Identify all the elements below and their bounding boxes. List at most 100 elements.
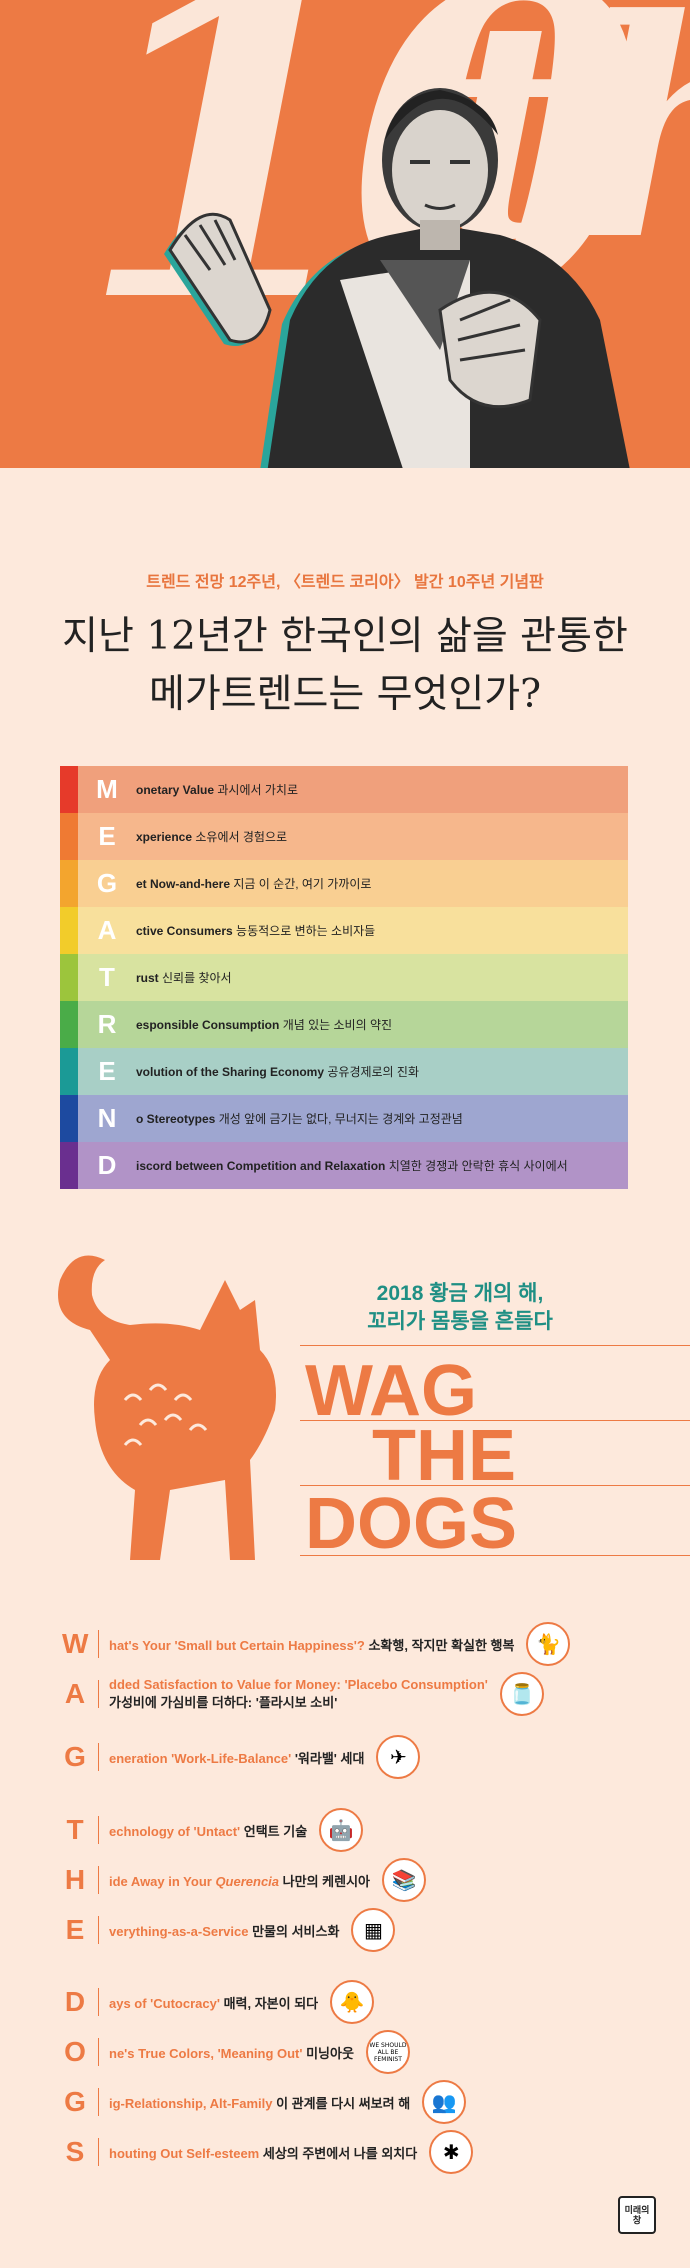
- megatrend-korean: 능동적으로 변하는 소비자들: [236, 924, 376, 938]
- color-marker: [60, 860, 78, 907]
- megatrend-korean: 공유경제로의 진화: [327, 1065, 420, 1079]
- trend-english: ig-Relationship, Alt-Family: [109, 2095, 273, 2111]
- trend-text: houting Out Self-esteem 세상의 주변에서 나를 외치다: [109, 2143, 417, 2162]
- cat-icon: 🐈: [526, 1622, 571, 1666]
- megatrend-text: volution of the Sharing Economy 공유경제로의 진…: [136, 1063, 419, 1080]
- trend-korean: 만물의 서비스화: [252, 1923, 340, 1939]
- trend-korean: 이 관계를 다시 써보려 해: [276, 2095, 411, 2111]
- trend-letter: W: [62, 1628, 89, 1659]
- jar-icon: 🫙: [499, 1672, 544, 1716]
- color-marker: [60, 813, 78, 860]
- divider: [300, 1345, 690, 1346]
- trend-letter: E: [65, 1914, 85, 1945]
- hero-banner: 10 th: [0, 0, 690, 468]
- publisher-logo: 미래의 창: [618, 2196, 656, 2234]
- trend-english: ays of 'Cutocracy': [109, 1995, 220, 2011]
- star-icon: ✱: [429, 2130, 474, 2174]
- trend-text: dded Satisfaction to Value for Money: 'P…: [109, 1677, 488, 1711]
- color-marker: [60, 766, 78, 813]
- trend-english: houting Out Self-esteem: [109, 2145, 260, 2161]
- trend-english: verything-as-a-Service: [109, 1923, 249, 1939]
- megatrend-letter: E: [98, 1056, 116, 1086]
- separator: [98, 1866, 99, 1894]
- megatrend-text: iscord between Competition and Relaxatio…: [136, 1157, 568, 1174]
- megatrend-korean: 지금 이 순간, 여기 가까이로: [233, 877, 372, 891]
- trend-text: hat's Your 'Small but Certain Happiness'…: [109, 1635, 514, 1654]
- separator: [98, 2038, 99, 2066]
- trend-text: echnology of 'Untact' 언택트 기술: [109, 1821, 307, 1840]
- wag-title-3: DOGS: [305, 1484, 518, 1564]
- logo-line-1: 미래의: [624, 2205, 650, 2215]
- divider: [300, 1420, 690, 1421]
- subtitle: 트렌드 전망 12주년, 〈트렌드 코리아〉 발간 10주년 기념판: [146, 574, 544, 591]
- megatrend-letter: D: [97, 1150, 117, 1180]
- separator: [98, 1916, 99, 1944]
- megatrend-letter: A: [97, 915, 117, 945]
- trend-text: ig-Relationship, Alt-Family 이 관계를 다시 써보려…: [109, 2093, 410, 2112]
- color-marker: [60, 1095, 78, 1142]
- robot-icon: 🤖: [319, 1808, 364, 1852]
- megatrend-korean: 치열한 경쟁과 안락한 휴식 사이에서: [388, 1159, 568, 1173]
- wag-title-2: THE: [372, 1416, 516, 1496]
- paper-plane-icon: ✈: [376, 1735, 421, 1779]
- megatrend-korean: 소유에서 경험으로: [195, 830, 288, 844]
- trend-text: eneration 'Work-Life-Balance' '워라밸' 세대: [109, 1748, 364, 1767]
- megatrend-english: volution of the Sharing Economy: [136, 1065, 325, 1079]
- megatrend-english: o Stereotypes: [136, 1112, 216, 1126]
- color-marker: [60, 1001, 78, 1048]
- trend-korean: 세상의 주변에서 나를 외치다: [262, 2145, 418, 2161]
- separator: [98, 2138, 99, 2166]
- color-marker: [60, 907, 78, 954]
- megatrend-korean: 과시에서 가치로: [217, 783, 299, 797]
- trend-text: ays of 'Cutocracy' 매력, 자본이 되다: [109, 1993, 318, 2012]
- megatrend-english: iscord between Competition and Relaxatio…: [136, 1159, 386, 1173]
- separator: [98, 1816, 99, 1844]
- megatrend-text: esponsible Consumption 개념 있는 소비의 약진: [136, 1016, 392, 1033]
- trend-korean: '워라밸' 세대: [294, 1750, 365, 1766]
- megatrend-english: et Now-and-here: [136, 877, 231, 891]
- trend-letter: S: [65, 2136, 85, 2167]
- chick-icon: 🐥: [330, 1980, 375, 2024]
- dogs-subtitle-line-1: 2018 황금 개의 해,: [376, 1282, 544, 1305]
- trend-english: ne's True Colors, 'Meaning Out': [109, 2045, 303, 2061]
- separator: [98, 1630, 99, 1658]
- megatrend-text: ctive Consumers 능동적으로 변하는 소비자들: [136, 922, 375, 939]
- megatrend-text: o Stereotypes 개성 앞에 금기는 없다, 무너지는 경계와 고정관…: [136, 1110, 463, 1127]
- megatrend-english: rust: [136, 971, 159, 985]
- trend-text: verything-as-a-Service 만물의 서비스화: [109, 1921, 339, 1940]
- megatrend-letter: G: [96, 868, 118, 898]
- people-icon: 👥: [422, 2080, 467, 2124]
- megatrend-text: et Now-and-here 지금 이 순간, 여기 가까이로: [136, 875, 371, 892]
- divider: [300, 1485, 690, 1486]
- wag-title-1: WAG: [305, 1351, 477, 1431]
- headline-line-1: 지난 12년간 한국인의 삶을 관통한: [62, 614, 628, 659]
- logo-line-2: 창: [632, 2215, 642, 2225]
- megatrend-english: xperience: [136, 830, 193, 844]
- trend-english: echnology of 'Untact': [109, 1823, 241, 1839]
- color-marker: [60, 1142, 78, 1189]
- megatrend-english: esponsible Consumption: [136, 1018, 280, 1032]
- trend-english-italic: Querencia: [215, 1873, 280, 1889]
- megatrend-text: onetary Value 과시에서 가치로: [136, 781, 298, 798]
- trend-letter: O: [64, 2036, 86, 2067]
- divider: [300, 1555, 690, 1556]
- megatrend-korean: 신뢰를 찾아서: [162, 971, 232, 985]
- shelf-icon: 📚: [382, 1858, 426, 1902]
- trend-letter: G: [64, 2086, 86, 2117]
- separator: [98, 1988, 99, 2016]
- megatrend-letter: N: [97, 1103, 117, 1133]
